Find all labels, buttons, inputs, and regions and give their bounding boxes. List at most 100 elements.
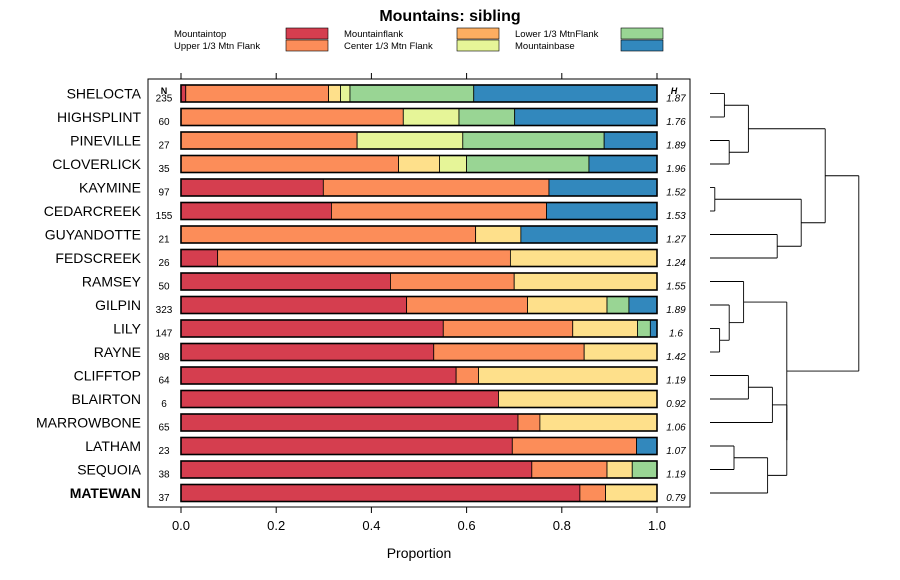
n-value: 23 xyxy=(158,446,170,457)
bar-segment xyxy=(462,131,605,150)
bar-segment xyxy=(180,108,404,126)
bar-outline xyxy=(180,272,658,291)
row-label: RAYNE xyxy=(94,344,141,360)
bar-segment xyxy=(180,390,499,408)
row-label: CLIFFTOP xyxy=(74,368,141,384)
bar-segment xyxy=(455,366,479,385)
bar-outline xyxy=(180,201,658,221)
bar-segment xyxy=(498,390,658,408)
bars: SHELOCTA 235 1.87 HIGHSPLINT 60 1.76 PINEVILLE… xyxy=(36,84,686,504)
n-value: 35 xyxy=(158,164,170,175)
bar-outline xyxy=(180,107,658,127)
x-tick-label: 0.4 xyxy=(362,518,380,533)
row-label: KAYMINE xyxy=(79,180,141,196)
h-value: 1.53 xyxy=(666,211,686,222)
bar-segment xyxy=(356,131,464,150)
bar-segment xyxy=(180,319,444,338)
x-tick-label: 0.0 xyxy=(172,518,190,533)
row-label: SHELOCTA xyxy=(67,86,142,102)
bar-outline xyxy=(180,389,658,409)
n-value: 147 xyxy=(156,329,173,340)
bar-segment xyxy=(217,249,511,267)
row-label: MARROWBONE xyxy=(36,415,141,431)
legend-label: Lower 1/3 MtnFlank xyxy=(515,29,599,40)
bar-segment xyxy=(531,460,608,479)
bar-segment xyxy=(180,225,477,244)
legend-label: Upper 1/3 Mtn Flank xyxy=(174,41,260,52)
n-value: 65 xyxy=(158,423,170,434)
h-value: 1.27 xyxy=(666,235,686,246)
row-label: RAMSEY xyxy=(82,274,142,290)
h-value: 1.87 xyxy=(666,94,686,105)
plot-frame xyxy=(147,78,691,508)
bar-segment xyxy=(588,155,658,173)
x-tick-label: 0.6 xyxy=(458,518,476,533)
bar-segment xyxy=(603,131,658,150)
n-value: 21 xyxy=(158,235,170,246)
bar-segment xyxy=(606,460,633,479)
h-value: 1.89 xyxy=(666,305,686,316)
legend-swatch xyxy=(456,27,500,40)
bar-segment xyxy=(433,343,585,361)
bar-segment xyxy=(478,366,658,385)
bar-segment xyxy=(406,296,528,314)
n-value: 235 xyxy=(156,94,173,105)
bar-segment xyxy=(628,296,658,314)
x-tick-label: 1.0 xyxy=(648,518,666,533)
n-value: 323 xyxy=(156,305,173,316)
bar-segment xyxy=(475,225,522,244)
x-tick-label: 0.2 xyxy=(267,518,285,533)
bar-segment xyxy=(180,460,533,479)
bar-outline xyxy=(180,319,658,338)
bar-segment xyxy=(442,319,574,338)
legend-swatch xyxy=(285,39,329,52)
bar-segment xyxy=(649,319,658,338)
bar-segment xyxy=(322,178,550,197)
bar-segment xyxy=(520,225,658,244)
h-value: 1.55 xyxy=(666,282,686,293)
bar-outline xyxy=(180,84,658,103)
row-label: CLOVERLICK xyxy=(52,156,141,172)
bar-segment xyxy=(527,296,608,314)
n-value: 37 xyxy=(158,493,170,504)
row-label: MATEWAN xyxy=(70,485,141,501)
bar-segment xyxy=(402,108,460,126)
bar-segment xyxy=(513,272,658,291)
row-label: LATHAM xyxy=(85,438,141,454)
bar-segment xyxy=(637,319,651,338)
legend-swatch xyxy=(620,39,664,52)
h-value: 0.79 xyxy=(666,493,686,504)
n-value: 26 xyxy=(158,258,170,269)
bar-outline xyxy=(180,248,658,268)
bar-segment xyxy=(180,178,324,197)
bar-segment xyxy=(631,460,658,479)
bar-segment xyxy=(606,296,630,314)
bar-outline xyxy=(180,460,658,479)
h-value: 1.96 xyxy=(666,164,686,175)
bar-segment xyxy=(546,202,658,220)
bar-segment xyxy=(180,413,519,432)
bar-segment xyxy=(331,202,547,220)
row-label: HIGHSPLINT xyxy=(57,109,141,125)
h-value: 1.76 xyxy=(666,117,686,128)
legend-label: Mountainflank xyxy=(344,29,403,40)
h-value: 1.42 xyxy=(666,352,686,363)
plot-axes: 0.0 0.2 0.4 0.6 0.8 1.0 N H xyxy=(147,73,691,533)
row-label: GILPIN xyxy=(95,297,141,313)
n-value: 27 xyxy=(158,141,170,152)
row-label: GUYANDOTTE xyxy=(45,227,141,243)
bar-segment xyxy=(180,366,457,385)
bar-segment xyxy=(579,484,606,502)
bar-segment xyxy=(180,202,332,220)
bar-segment xyxy=(636,437,658,455)
n-value: 64 xyxy=(158,376,170,387)
bar-outline xyxy=(180,366,658,385)
bar-outline xyxy=(180,131,658,150)
legend-swatch xyxy=(620,27,664,40)
h-value: 1.19 xyxy=(666,376,686,387)
h-value: 1.52 xyxy=(666,188,686,199)
h-value: 1.07 xyxy=(666,446,686,457)
bar-segment xyxy=(466,155,590,173)
h-value: 1.06 xyxy=(666,423,686,434)
